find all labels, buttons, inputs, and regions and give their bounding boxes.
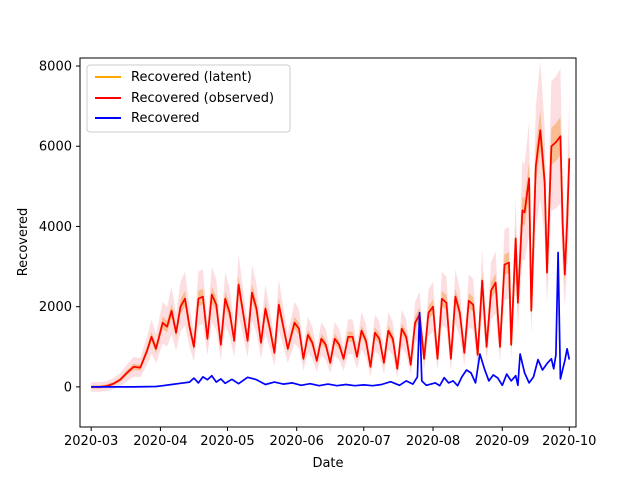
- x-tick-label: 2020-04: [133, 434, 187, 449]
- y-axis-ticks: 0 2000 4000 6000 8000: [39, 60, 80, 395]
- series-lines: [91, 129, 571, 388]
- legend-label-observed: Recovered (observed): [131, 91, 274, 106]
- y-axis-label: Recovered: [16, 208, 31, 277]
- x-tick-label: 2020-03: [64, 434, 118, 449]
- y-tick-label: 0: [64, 380, 72, 395]
- legend-box: [86, 64, 291, 133]
- legend-label-latent: Recovered (latent): [131, 70, 252, 85]
- x-tick-label: 2020-08: [406, 434, 460, 449]
- legend-label-recovered: Recovered: [131, 111, 200, 126]
- x-tick-label: 2020-09: [475, 434, 529, 449]
- x-tick-label: 2020-07: [337, 434, 391, 449]
- x-tick-label: 2020-05: [200, 434, 254, 449]
- x-tick-label: 2020-06: [270, 434, 324, 449]
- observed-series-line: [91, 129, 571, 388]
- x-axis-label: Date: [312, 456, 343, 471]
- y-tick-label: 6000: [39, 140, 72, 155]
- y-tick-label: 8000: [39, 60, 72, 75]
- plot-area-frame: [79, 57, 577, 428]
- latent-series-line: [91, 129, 571, 388]
- y-tick-label: 2000: [39, 300, 72, 315]
- x-tick-label: 2020-10: [542, 434, 596, 449]
- recovered-series-line: [91, 251, 571, 388]
- legend: Recovered (latent) Recovered (observed) …: [86, 64, 291, 133]
- latent-band: [91, 110, 570, 389]
- y-tick-label: 4000: [39, 220, 72, 235]
- x-axis-ticks: 2020-03 2020-04 2020-05 2020-06 2020-07 2020-…: [64, 427, 596, 449]
